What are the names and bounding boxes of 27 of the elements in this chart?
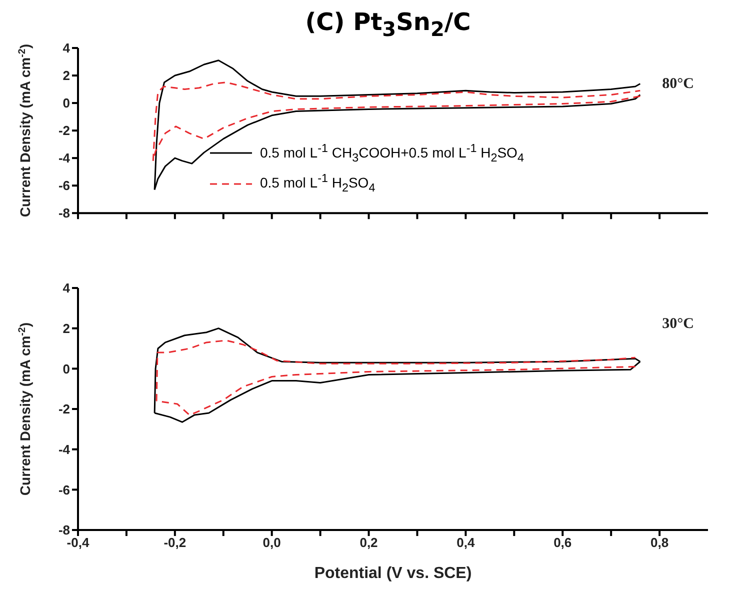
text: 0.5 mol L$^{-1}$ CH$_{3}$COOH+0.5 mol L$^{-1}$ H$_{2}$SO$_{4}$: [260, 142, 524, 164]
y-tick-label: -6: [58, 482, 70, 498]
y-tick-label: -4: [58, 442, 71, 457]
annotation: 30°C: [662, 316, 694, 333]
x-tick-label: 0,4: [456, 535, 476, 550]
y-tick-label: -6: [58, 178, 70, 194]
chart-title: (C) Pt$_{3}$Sn$_{2}$/C: [304, 8, 472, 42]
x-tick-label: 0,8: [650, 535, 669, 550]
y-tick-label: 0: [62, 361, 70, 376]
y-tick-label: -8: [58, 522, 70, 538]
x-tick-label: 0,6: [554, 535, 572, 550]
x-tick-label: -0,4: [66, 535, 90, 550]
x-tick-label: -0,2: [164, 535, 186, 550]
y-tick-label: -2: [58, 402, 70, 417]
x-tick-label: 0,2: [360, 535, 378, 550]
annotation: 80°C: [662, 76, 694, 93]
x-tick-label: 0,0: [262, 535, 281, 550]
legend-label: 0.5 mol L$^{-1}$ H$_{2}$SO$_{4}$: [260, 172, 376, 195]
y-tick-label: 0: [62, 96, 70, 111]
y-tick-label: -8: [58, 206, 70, 221]
y-tick-label: -2: [58, 123, 70, 138]
y-tick-label: 4: [62, 280, 71, 296]
y-tick-label: 2: [62, 320, 70, 336]
y-tick-label: -4: [58, 150, 71, 166]
x-axis-title: Potential (V vs. SCE): [314, 565, 472, 582]
y-tick-label: 2: [62, 68, 70, 84]
y-tick-label: 4: [62, 40, 71, 56]
